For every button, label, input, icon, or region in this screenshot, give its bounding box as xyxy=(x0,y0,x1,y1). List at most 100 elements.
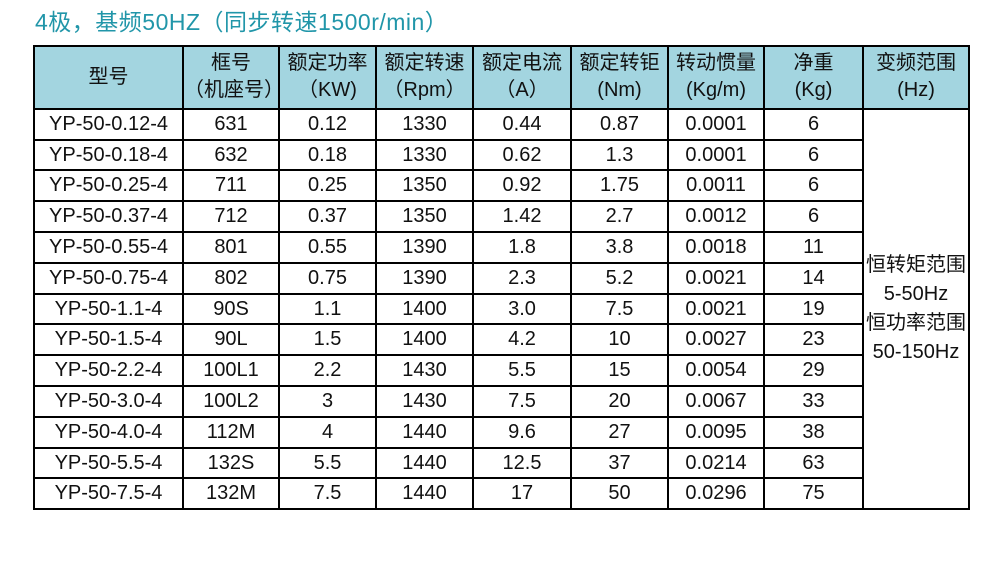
cell-current: 3.0 xyxy=(472,292,572,326)
table-row: YP-50-0.55-4 801 0.55 1390 1.8 3.8 0.0018 11 xyxy=(33,231,969,264)
table-body: YP-50-0.12-4 631 0.12 1330 0.44 0.87 0.0001 6 恒转… xyxy=(33,107,970,511)
cell-torque: 5.2 xyxy=(570,261,669,295)
cell-torque: 10 xyxy=(570,323,669,357)
cell-speed: 1330 xyxy=(375,138,474,172)
cell-model: YP-50-0.75-4 xyxy=(33,261,184,295)
cell-torque: 50 xyxy=(570,477,669,511)
cell-frame: 802 xyxy=(182,261,280,295)
cell-inertia: 0.0018 xyxy=(667,231,765,264)
cell-weight: 14 xyxy=(763,261,864,295)
cell-speed: 1390 xyxy=(375,231,474,264)
cell-current: 9.6 xyxy=(472,415,572,449)
cell-weight: 19 xyxy=(763,292,864,326)
column-title: 净重 xyxy=(793,52,834,75)
cell-speed: 1440 xyxy=(375,415,474,449)
cell-inertia: 0.0012 xyxy=(667,200,765,234)
cell-frame: 711 xyxy=(182,169,280,203)
cell-torque: 20 xyxy=(570,385,669,418)
table-row: YP-50-0.25-4 711 0.25 1350 0.92 1.75 0.0011 6 xyxy=(33,169,969,203)
column-header-net-weight: 净重 (Kg) xyxy=(763,44,864,110)
cell-power: 0.37 xyxy=(278,200,377,234)
cell-torque: 7.5 xyxy=(570,292,669,326)
cell-model: YP-50-3.0-4 xyxy=(33,385,184,418)
cell-model: YP-50-1.5-4 xyxy=(33,323,184,357)
cell-current: 5.5 xyxy=(472,354,572,388)
table-row: YP-50-1.1-4 90S 1.1 1400 3.0 7.5 0.0021 19 xyxy=(33,292,969,326)
cell-inertia: 0.0054 xyxy=(667,354,765,388)
table-row: YP-50-0.75-4 802 0.75 1390 2.3 5.2 0.0021 14 xyxy=(33,261,969,295)
motor-spec-table: 型号 框号 （机座号） 额定功率 （KW) xyxy=(33,44,970,511)
cell-current: 2.3 xyxy=(472,261,572,295)
table-row: YP-50-0.18-4 632 0.18 1330 0.62 1.3 0.0001 6 xyxy=(33,138,969,172)
cell-power: 1.1 xyxy=(278,292,377,326)
cell-frame: 132S xyxy=(182,446,280,480)
table-row: YP-50-0.12-4 631 0.12 1330 0.44 0.87 0.0001 6 恒转… xyxy=(33,107,970,511)
cell-model: YP-50-4.0-4 xyxy=(33,415,184,449)
cell-frequency-range: 恒转矩范围 5-50Hz 恒功率范围 50-150Hz xyxy=(862,107,970,511)
column-unit: （机座号） xyxy=(184,79,279,102)
cell-current: 0.92 xyxy=(472,169,572,203)
table-row: YP-50-2.2-4 100L1 2.2 1430 5.5 15 0.0054 29 xyxy=(33,354,969,388)
cell-frame: 100L2 xyxy=(182,385,280,418)
cell-speed: 1350 xyxy=(375,169,474,203)
cell-speed: 1430 xyxy=(375,385,474,418)
column-title: 变频范围 xyxy=(876,52,956,75)
cell-inertia: 0.0021 xyxy=(667,292,765,326)
cell-current: 7.5 xyxy=(472,385,572,418)
cell-model: YP-50-7.5-4 xyxy=(33,477,184,511)
cell-weight: 29 xyxy=(763,354,864,388)
column-header-rated-current: 额定电流 （A） xyxy=(472,44,572,110)
frequency-range-line: 50-150Hz xyxy=(872,341,960,364)
cell-model: YP-50-0.37-4 xyxy=(33,200,184,234)
column-title: 框号 xyxy=(211,52,251,75)
cell-torque: 1.75 xyxy=(570,169,669,203)
cell-speed: 1430 xyxy=(375,354,474,388)
column-unit: （Rpm） xyxy=(383,79,466,102)
cell-model: YP-50-1.1-4 xyxy=(33,292,184,326)
cell-weight: 23 xyxy=(763,323,864,357)
table-row: YP-50-4.0-4 112M 4 1440 9.6 27 0.0095 38 xyxy=(33,415,969,449)
cell-model: YP-50-5.5-4 xyxy=(33,446,184,480)
cell-inertia: 0.0027 xyxy=(667,323,765,357)
cell-power: 3 xyxy=(278,385,377,418)
cell-current: 12.5 xyxy=(472,446,572,480)
cell-speed: 1400 xyxy=(375,323,474,357)
column-header-frequency-range: 变频范围 (Hz) xyxy=(862,44,970,110)
cell-frame: 112M xyxy=(182,415,280,449)
cell-weight: 38 xyxy=(763,415,864,449)
cell-torque: 2.7 xyxy=(570,200,669,234)
cell-speed: 1330 xyxy=(375,107,474,141)
cell-torque: 3.8 xyxy=(570,231,669,264)
cell-frame: 712 xyxy=(182,200,280,234)
cell-speed: 1400 xyxy=(375,292,474,326)
cell-frame: 90S xyxy=(182,292,280,326)
column-header-rated-power: 额定功率 （KW) xyxy=(278,44,377,110)
cell-speed: 1390 xyxy=(375,261,474,295)
column-header-rated-speed: 额定转速 （Rpm） xyxy=(375,44,474,110)
cell-inertia: 0.0001 xyxy=(667,107,765,141)
cell-weight: 6 xyxy=(763,169,864,203)
column-title: 型号 xyxy=(88,65,129,88)
cell-inertia: 0.0214 xyxy=(667,446,765,480)
cell-power: 7.5 xyxy=(278,477,377,511)
cell-power: 0.25 xyxy=(278,169,377,203)
cell-model: YP-50-0.18-4 xyxy=(33,138,184,172)
cell-weight: 6 xyxy=(763,138,864,172)
page-title: 4极，基频50HZ（同步转速1500r/min） xyxy=(35,9,449,35)
cell-inertia: 0.0067 xyxy=(667,385,765,418)
cell-inertia: 0.0001 xyxy=(667,138,765,172)
column-unit: (Kg/m) xyxy=(686,79,746,102)
column-header-frame: 框号 （机座号） xyxy=(182,44,280,110)
cell-weight: 6 xyxy=(763,200,864,234)
cell-model: YP-50-2.2-4 xyxy=(33,354,184,388)
cell-weight: 11 xyxy=(763,231,864,264)
column-title: 转动惯量 xyxy=(676,52,756,75)
cell-torque: 1.3 xyxy=(570,138,669,172)
cell-power: 0.12 xyxy=(278,107,377,141)
header-row: 型号 框号 （机座号） 额定功率 （KW) xyxy=(33,44,970,110)
cell-frame: 801 xyxy=(182,231,280,264)
cell-power: 0.55 xyxy=(278,231,377,264)
table-row: YP-50-5.5-4 132S 5.5 1440 12.5 37 0.0214 63 xyxy=(33,446,969,480)
cell-frame: 132M xyxy=(182,477,280,511)
cell-inertia: 0.0296 xyxy=(667,477,765,511)
